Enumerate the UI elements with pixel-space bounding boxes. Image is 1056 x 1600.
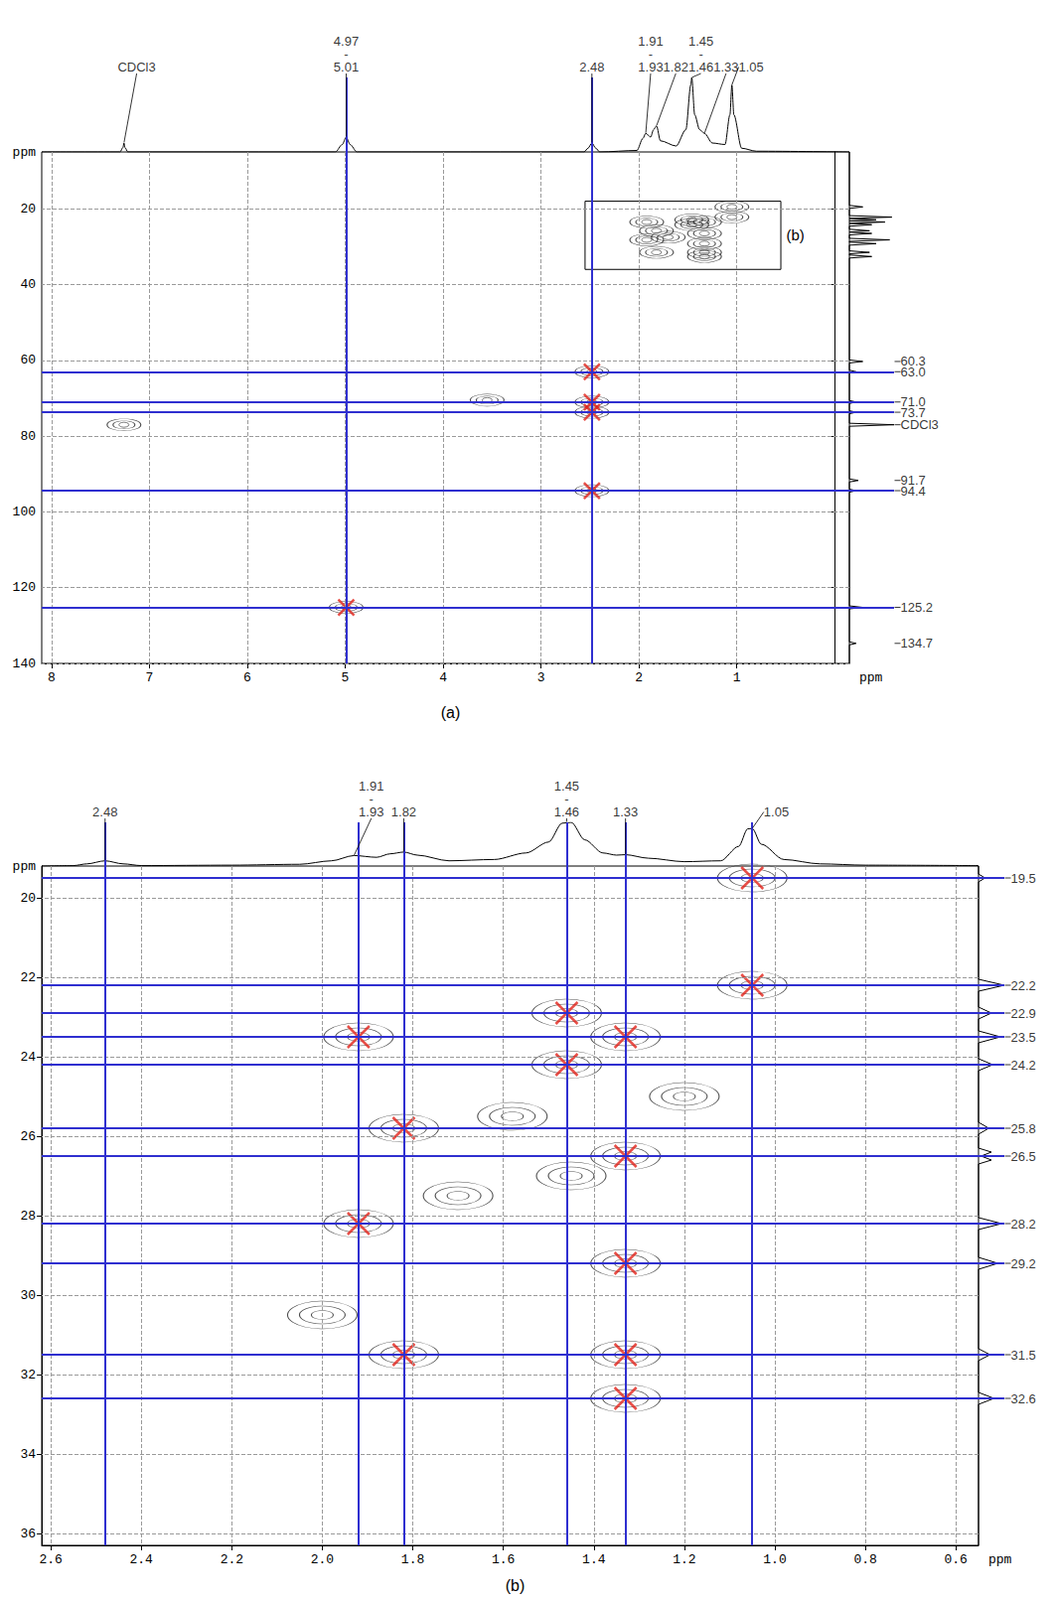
svg-text:94.4: 94.4 — [901, 483, 926, 499]
svg-text:1.82: 1.82 — [663, 59, 689, 75]
svg-text:34: 34 — [19, 1447, 36, 1463]
svg-text:3: 3 — [537, 670, 546, 686]
svg-text:1.8: 1.8 — [401, 1552, 425, 1568]
svg-text:8: 8 — [47, 670, 56, 686]
svg-text:25.8: 25.8 — [1011, 1121, 1037, 1137]
svg-text:1.91: 1.91 — [358, 778, 384, 794]
svg-text:2.4: 2.4 — [130, 1552, 154, 1568]
svg-text:1.46: 1.46 — [554, 804, 580, 820]
svg-text:CDCl3: CDCl3 — [117, 59, 155, 75]
svg-text:ppm: ppm — [12, 859, 37, 875]
svg-text:1.05: 1.05 — [763, 804, 789, 820]
svg-text:1.45: 1.45 — [554, 778, 580, 794]
svg-text:28.2: 28.2 — [1011, 1216, 1037, 1232]
svg-text:ppm: ppm — [12, 145, 37, 160]
svg-text:1.0: 1.0 — [762, 1552, 786, 1568]
svg-text:60.3: 60.3 — [900, 354, 926, 370]
svg-text:4.97: 4.97 — [333, 33, 359, 49]
svg-text:73.7: 73.7 — [900, 404, 926, 420]
svg-text:134.7: 134.7 — [901, 635, 934, 651]
svg-text:1: 1 — [733, 670, 742, 686]
svg-text:60: 60 — [19, 352, 36, 368]
svg-text:(b): (b) — [505, 1577, 526, 1595]
svg-text:140: 140 — [12, 656, 36, 672]
svg-text:2.48: 2.48 — [579, 59, 604, 75]
svg-text:120: 120 — [12, 580, 36, 596]
svg-text:32: 32 — [19, 1367, 36, 1383]
svg-text:1.4: 1.4 — [582, 1552, 606, 1568]
svg-text:2.6: 2.6 — [38, 1552, 62, 1568]
svg-text:31.5: 31.5 — [1011, 1348, 1037, 1363]
svg-text:2: 2 — [634, 670, 643, 686]
svg-text:40: 40 — [19, 277, 36, 293]
svg-text:23.5: 23.5 — [1011, 1030, 1037, 1046]
svg-text:125.2: 125.2 — [901, 600, 934, 615]
svg-text:6: 6 — [243, 670, 252, 686]
svg-text:24: 24 — [19, 1050, 36, 1065]
svg-text:30: 30 — [19, 1288, 36, 1304]
svg-text:22.2: 22.2 — [1011, 978, 1037, 994]
svg-text:19.5: 19.5 — [1011, 871, 1037, 887]
svg-text:91.7: 91.7 — [900, 473, 926, 488]
svg-text:2.48: 2.48 — [92, 804, 118, 820]
svg-text:1.33: 1.33 — [713, 59, 739, 75]
svg-text:CDCl3: CDCl3 — [901, 417, 939, 433]
svg-text:1.45: 1.45 — [688, 33, 714, 49]
svg-text:1.91: 1.91 — [638, 33, 664, 49]
svg-text:26.5: 26.5 — [1011, 1149, 1037, 1165]
svg-text:4: 4 — [439, 670, 448, 686]
svg-text:1.93: 1.93 — [358, 804, 384, 820]
svg-text:5: 5 — [341, 670, 350, 686]
svg-text:1.6: 1.6 — [491, 1552, 515, 1568]
svg-text:0.6: 0.6 — [944, 1552, 968, 1568]
svg-text:2.2: 2.2 — [220, 1552, 244, 1568]
svg-text:36: 36 — [19, 1526, 36, 1542]
svg-text:0.8: 0.8 — [853, 1552, 877, 1568]
svg-text:20: 20 — [19, 891, 36, 906]
svg-text:32.6: 32.6 — [1011, 1391, 1037, 1407]
svg-text:(b): (b) — [786, 226, 805, 244]
svg-text:1.33: 1.33 — [612, 804, 638, 820]
svg-text:1.46: 1.46 — [688, 59, 714, 75]
svg-text:71.0: 71.0 — [900, 394, 926, 410]
svg-text:29.2: 29.2 — [1011, 1256, 1037, 1272]
svg-text:2.0: 2.0 — [310, 1552, 334, 1568]
svg-text:1.2: 1.2 — [672, 1552, 696, 1568]
svg-text:20: 20 — [19, 201, 36, 217]
svg-text:1.82: 1.82 — [391, 804, 417, 820]
svg-text:26: 26 — [19, 1129, 36, 1145]
svg-text:100: 100 — [12, 504, 36, 520]
svg-text:24.2: 24.2 — [1011, 1057, 1037, 1073]
svg-text:1.05: 1.05 — [739, 59, 764, 75]
svg-text:28: 28 — [19, 1208, 36, 1224]
svg-text:63.0: 63.0 — [901, 364, 926, 380]
svg-text:(a): (a) — [441, 704, 461, 722]
svg-text:5.01: 5.01 — [333, 59, 359, 75]
svg-text:7: 7 — [145, 670, 153, 686]
svg-text:1.93: 1.93 — [637, 59, 663, 75]
svg-text:22.9: 22.9 — [1011, 1006, 1037, 1022]
svg-text:22: 22 — [19, 970, 36, 986]
svg-text:ppm: ppm — [859, 670, 884, 686]
svg-text:ppm: ppm — [988, 1552, 1013, 1568]
svg-text:80: 80 — [19, 429, 36, 445]
